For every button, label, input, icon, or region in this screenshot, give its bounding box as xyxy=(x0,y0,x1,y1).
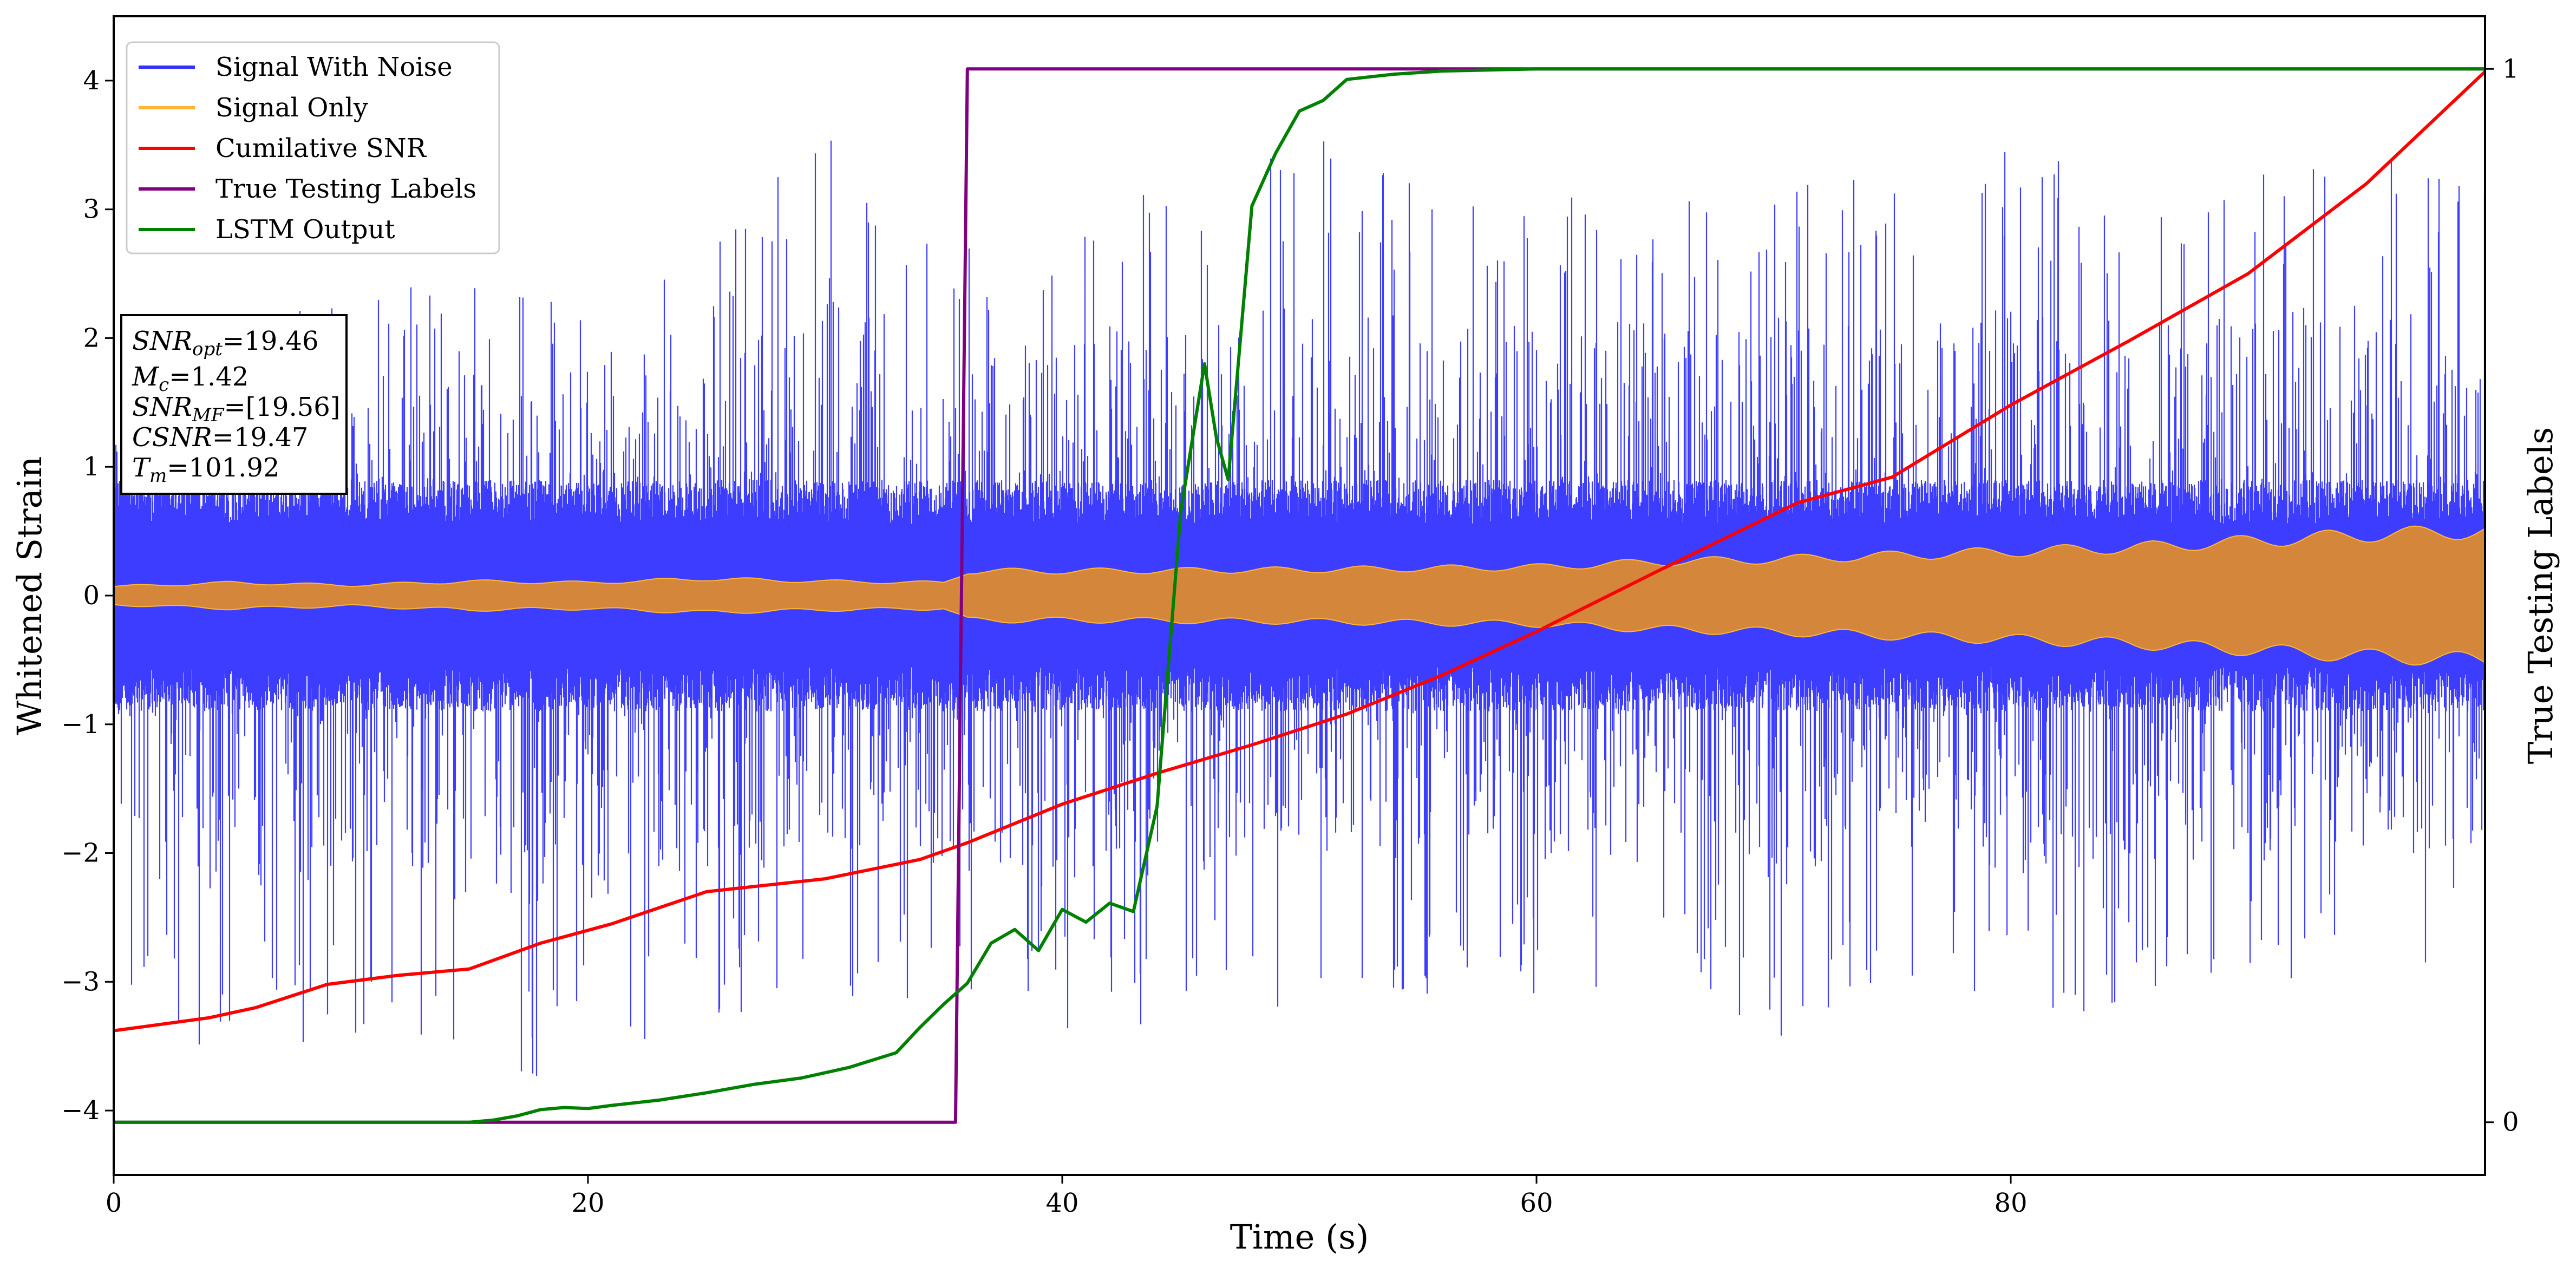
legend-box xyxy=(126,41,500,254)
y2-tick-label: 1 xyxy=(2502,54,2519,84)
legend-label-signal-with-noise: Signal With Noise xyxy=(215,52,453,82)
y-tick-label: −4 xyxy=(61,1095,100,1126)
y-axis-label: Whitened Strain xyxy=(10,456,49,735)
y-tick-label: 4 xyxy=(83,66,100,96)
x-axis-label: Time (s) xyxy=(1230,1217,1369,1257)
legend-label-signal-only: Signal Only xyxy=(215,93,368,123)
y-tick-label: −3 xyxy=(61,966,100,997)
y-tick-label: 2 xyxy=(83,323,100,353)
signal-only-line xyxy=(114,525,2485,666)
stats-snr-opt: SNRopt=19.46 xyxy=(132,326,319,360)
stats-mc: Mc=1.42 xyxy=(132,362,249,396)
y2-axis-label: True Testing Labels xyxy=(2521,427,2560,765)
plot-area xyxy=(114,67,2485,1124)
x-tick-label: 60 xyxy=(1520,1188,1553,1218)
x-tick-label: 20 xyxy=(571,1188,604,1218)
stats-box: SNRopt=19.46 Mc=1.42 SNRMF=[19.56] CSNR=… xyxy=(120,314,348,495)
y-tick-label: 0 xyxy=(83,580,100,611)
y-tick-label: −2 xyxy=(61,838,100,868)
y-tick-label: −1 xyxy=(61,709,100,740)
stats-tm: Tm=101.92 xyxy=(132,453,279,487)
stats-snr-mf: SNRMF=[19.56] xyxy=(132,392,341,426)
legend-label-true-testing-labels: True Testing Labels xyxy=(215,174,476,204)
signal-only-layer xyxy=(114,525,2485,666)
x-tick-label: 40 xyxy=(1045,1188,1078,1218)
y2-tick-label: 0 xyxy=(2502,1107,2519,1138)
stats-csnr: CSNR=19.47 xyxy=(132,422,308,453)
legend-label-lstm-output: LSTM Output xyxy=(215,214,395,245)
cumilative-snr-line xyxy=(114,70,2485,1033)
y-tick-label: 1 xyxy=(83,452,100,482)
legend: Signal With Noise Signal Only Cumilative S… xyxy=(126,41,500,254)
stats-box-frame xyxy=(120,314,348,495)
y-axis-right: 01 xyxy=(2485,54,2519,1138)
legend-label-cumilative-snr: Cumilative SNR xyxy=(215,133,427,164)
line-series-layer xyxy=(114,67,2485,1124)
y-axis-left: −4 −3 −2 −1 0 1 2 3 4 xyxy=(61,66,114,1126)
x-axis: 0 20 40 60 80 xyxy=(106,1175,2028,1218)
x-tick-label: 80 xyxy=(1994,1188,2027,1218)
x-tick-label: 0 xyxy=(106,1188,122,1218)
lstm-output-line xyxy=(114,67,2485,1124)
y-tick-label: 3 xyxy=(83,194,100,225)
